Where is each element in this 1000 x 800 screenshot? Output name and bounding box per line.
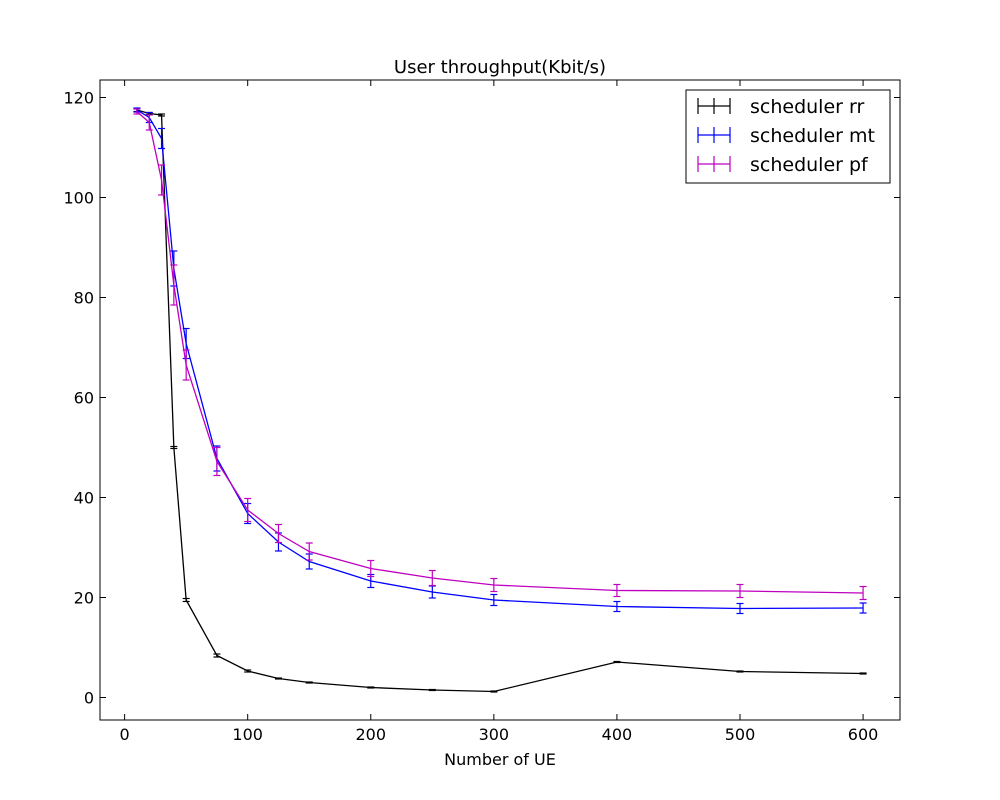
error-bar	[860, 673, 867, 674]
y-tick-label: 80	[74, 289, 94, 308]
error-bar	[737, 671, 744, 672]
error-bar	[429, 690, 436, 691]
error-bar	[306, 543, 313, 560]
error-bar	[183, 599, 190, 602]
x-axis-title: Number of UE	[444, 750, 556, 769]
chart-title: User throughput(Kbit/s)	[394, 57, 606, 78]
y-tick-label: 60	[74, 389, 94, 408]
series-line	[137, 110, 863, 692]
series-scheduler-rr	[133, 109, 866, 693]
legend-label: scheduler pf	[750, 154, 869, 176]
legend-label: scheduler mt	[750, 125, 875, 147]
error-bar	[306, 682, 313, 683]
series-line	[137, 110, 863, 609]
series-scheduler-mt	[133, 108, 866, 614]
y-tick-label: 0	[84, 689, 94, 708]
x-tick-label: 100	[232, 725, 263, 744]
legend: scheduler rr scheduler mt scheduler pf	[686, 90, 890, 183]
x-tick-label: 300	[479, 725, 510, 744]
x-tick-label: 400	[602, 725, 633, 744]
x-tick-label: 500	[725, 725, 756, 744]
y-tick-label: 20	[74, 589, 94, 608]
y-tick-label: 40	[74, 489, 94, 508]
series-line	[137, 112, 863, 594]
y-tick-label: 100	[63, 189, 94, 208]
error-bar	[367, 687, 374, 688]
series-layer	[133, 108, 866, 692]
error-bar	[613, 662, 620, 663]
error-bar	[170, 447, 177, 449]
error-bar	[490, 691, 497, 692]
error-bar	[275, 678, 282, 679]
error-bar	[213, 654, 220, 657]
x-tick-label: 200	[355, 725, 386, 744]
error-bar	[158, 129, 165, 149]
x-tick-label: 600	[848, 725, 879, 744]
y-tick-label: 120	[63, 89, 94, 108]
x-tick-label: 0	[120, 725, 130, 744]
legend-label: scheduler rr	[750, 96, 864, 118]
